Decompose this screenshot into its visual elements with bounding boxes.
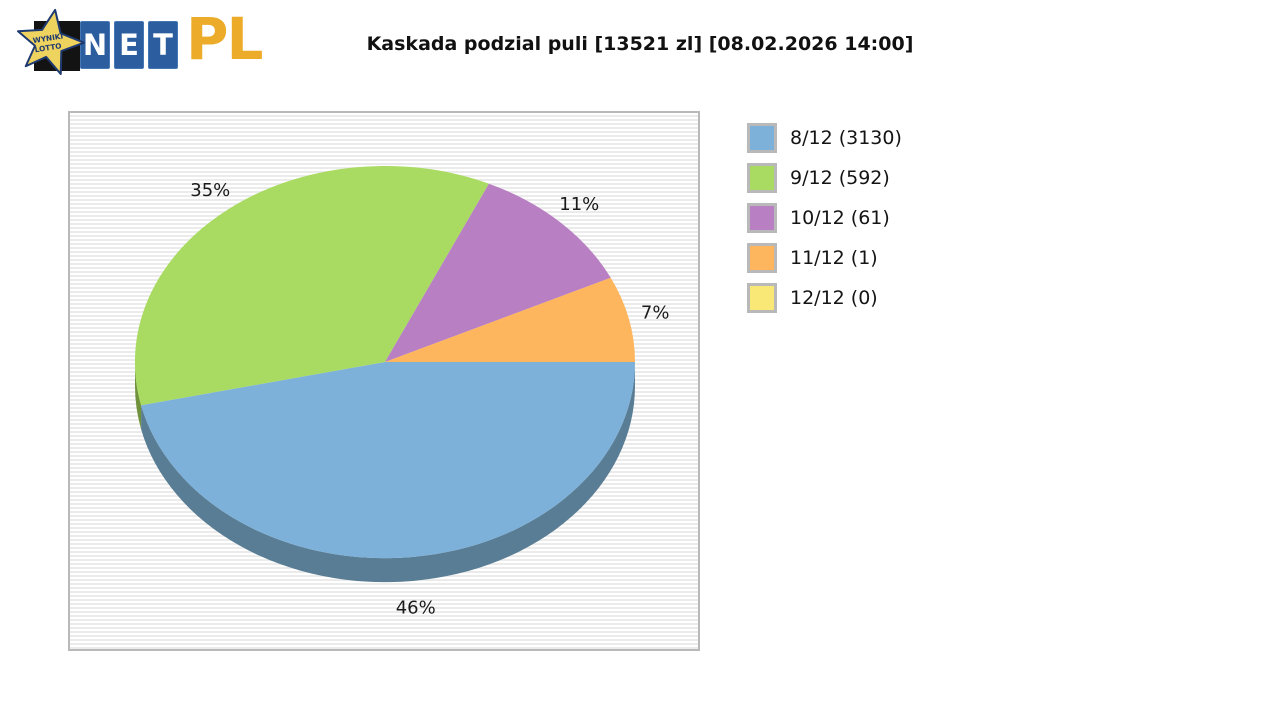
pie-chart: 46% 35% 11% 7% xyxy=(134,165,670,619)
pie-percent-label-9/12: 35% xyxy=(190,180,230,201)
pie-percent-label-11/12: 7% xyxy=(641,303,670,324)
pie-slice-9/12 xyxy=(134,165,489,406)
legend-swatch xyxy=(747,243,777,273)
legend-swatch xyxy=(747,163,777,193)
legend-swatch xyxy=(747,203,777,233)
star-text-line2: LOTTO xyxy=(34,41,62,54)
legend-label: 12/12 (0) xyxy=(790,287,878,309)
page-title: Kaskada podzial puli [13521 zl] [08.02.2… xyxy=(366,33,914,55)
logo-tile-n: N xyxy=(80,21,110,69)
legend-item: 9/12 (592) xyxy=(747,163,902,193)
logo-pl-text: PL xyxy=(186,5,263,73)
pie-slice-side-9/12 xyxy=(134,362,142,430)
logo-tile-e: E xyxy=(114,21,144,69)
legend-label: 9/12 (592) xyxy=(790,167,890,189)
legend-item: 11/12 (1) xyxy=(747,243,902,273)
legend-label: 11/12 (1) xyxy=(790,247,878,269)
pie-slice-8/12 xyxy=(141,362,636,559)
logo-tile-t: T xyxy=(148,21,178,69)
legend-label: 8/12 (3130) xyxy=(790,127,902,149)
chart-legend: 8/12 (3130) 9/12 (592) 10/12 (61) 11/12 (1)… xyxy=(747,123,902,323)
legend-swatch xyxy=(747,123,777,153)
pie-slice-11/12 xyxy=(385,277,635,362)
legend-item: 12/12 (0) xyxy=(747,283,902,313)
pie-slice-10/12 xyxy=(385,183,611,362)
pie-percent-label-8/12: 46% xyxy=(396,598,436,619)
chart-panel: 46% 35% 11% 7% xyxy=(68,111,700,651)
legend-item: 10/12 (61) xyxy=(747,203,902,233)
legend-swatch xyxy=(747,283,777,313)
pie-percent-label-10/12: 11% xyxy=(559,194,599,215)
legend-label: 10/12 (61) xyxy=(790,207,890,229)
legend-item: 8/12 (3130) xyxy=(747,123,902,153)
lotto-star-icon: WYNIKI LOTTO xyxy=(17,8,85,75)
